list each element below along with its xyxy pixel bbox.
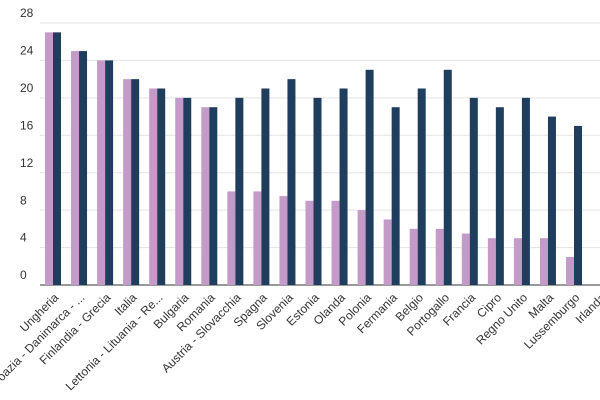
bar — [391, 107, 400, 285]
bar — [157, 88, 166, 285]
bar — [279, 196, 288, 285]
bar — [235, 97, 244, 285]
bar — [443, 69, 452, 286]
bar — [417, 88, 426, 285]
y-tick-label: 0 — [20, 268, 27, 282]
bar — [131, 79, 140, 286]
bar — [175, 97, 184, 285]
bar — [253, 191, 262, 285]
bar — [97, 60, 106, 285]
bar — [71, 51, 80, 286]
y-tick-label: 28 — [20, 6, 34, 20]
bar — [574, 125, 582, 285]
bar — [287, 79, 296, 286]
bar — [339, 88, 348, 285]
y-tick-label: 4 — [20, 231, 27, 245]
bar — [53, 32, 61, 285]
bar — [521, 97, 530, 285]
bar — [123, 79, 132, 286]
bar — [495, 107, 504, 285]
y-tick-label: 8 — [20, 193, 27, 207]
bar — [79, 51, 88, 286]
bar — [513, 238, 522, 285]
bar — [487, 238, 496, 285]
y-tick-label: 16 — [20, 118, 34, 132]
y-tick-label: 24 — [20, 44, 34, 58]
bar — [149, 88, 158, 285]
bar — [305, 200, 314, 285]
bar — [469, 97, 478, 285]
bar — [209, 107, 218, 285]
bar — [435, 228, 444, 285]
bar — [183, 97, 192, 285]
y-tick-label: 20 — [20, 81, 34, 95]
bar — [201, 107, 210, 285]
bar — [566, 256, 574, 285]
bar — [357, 210, 366, 285]
bar — [539, 238, 548, 285]
bar — [383, 219, 392, 285]
bar — [331, 200, 340, 285]
bar — [547, 116, 556, 285]
bar — [45, 32, 53, 285]
bar — [261, 88, 270, 285]
bar — [409, 228, 418, 285]
y-tick-label: 12 — [20, 156, 34, 170]
bar — [227, 191, 236, 285]
bar — [105, 60, 114, 285]
bar — [313, 97, 322, 285]
bar — [365, 69, 374, 286]
bar — [461, 233, 470, 285]
